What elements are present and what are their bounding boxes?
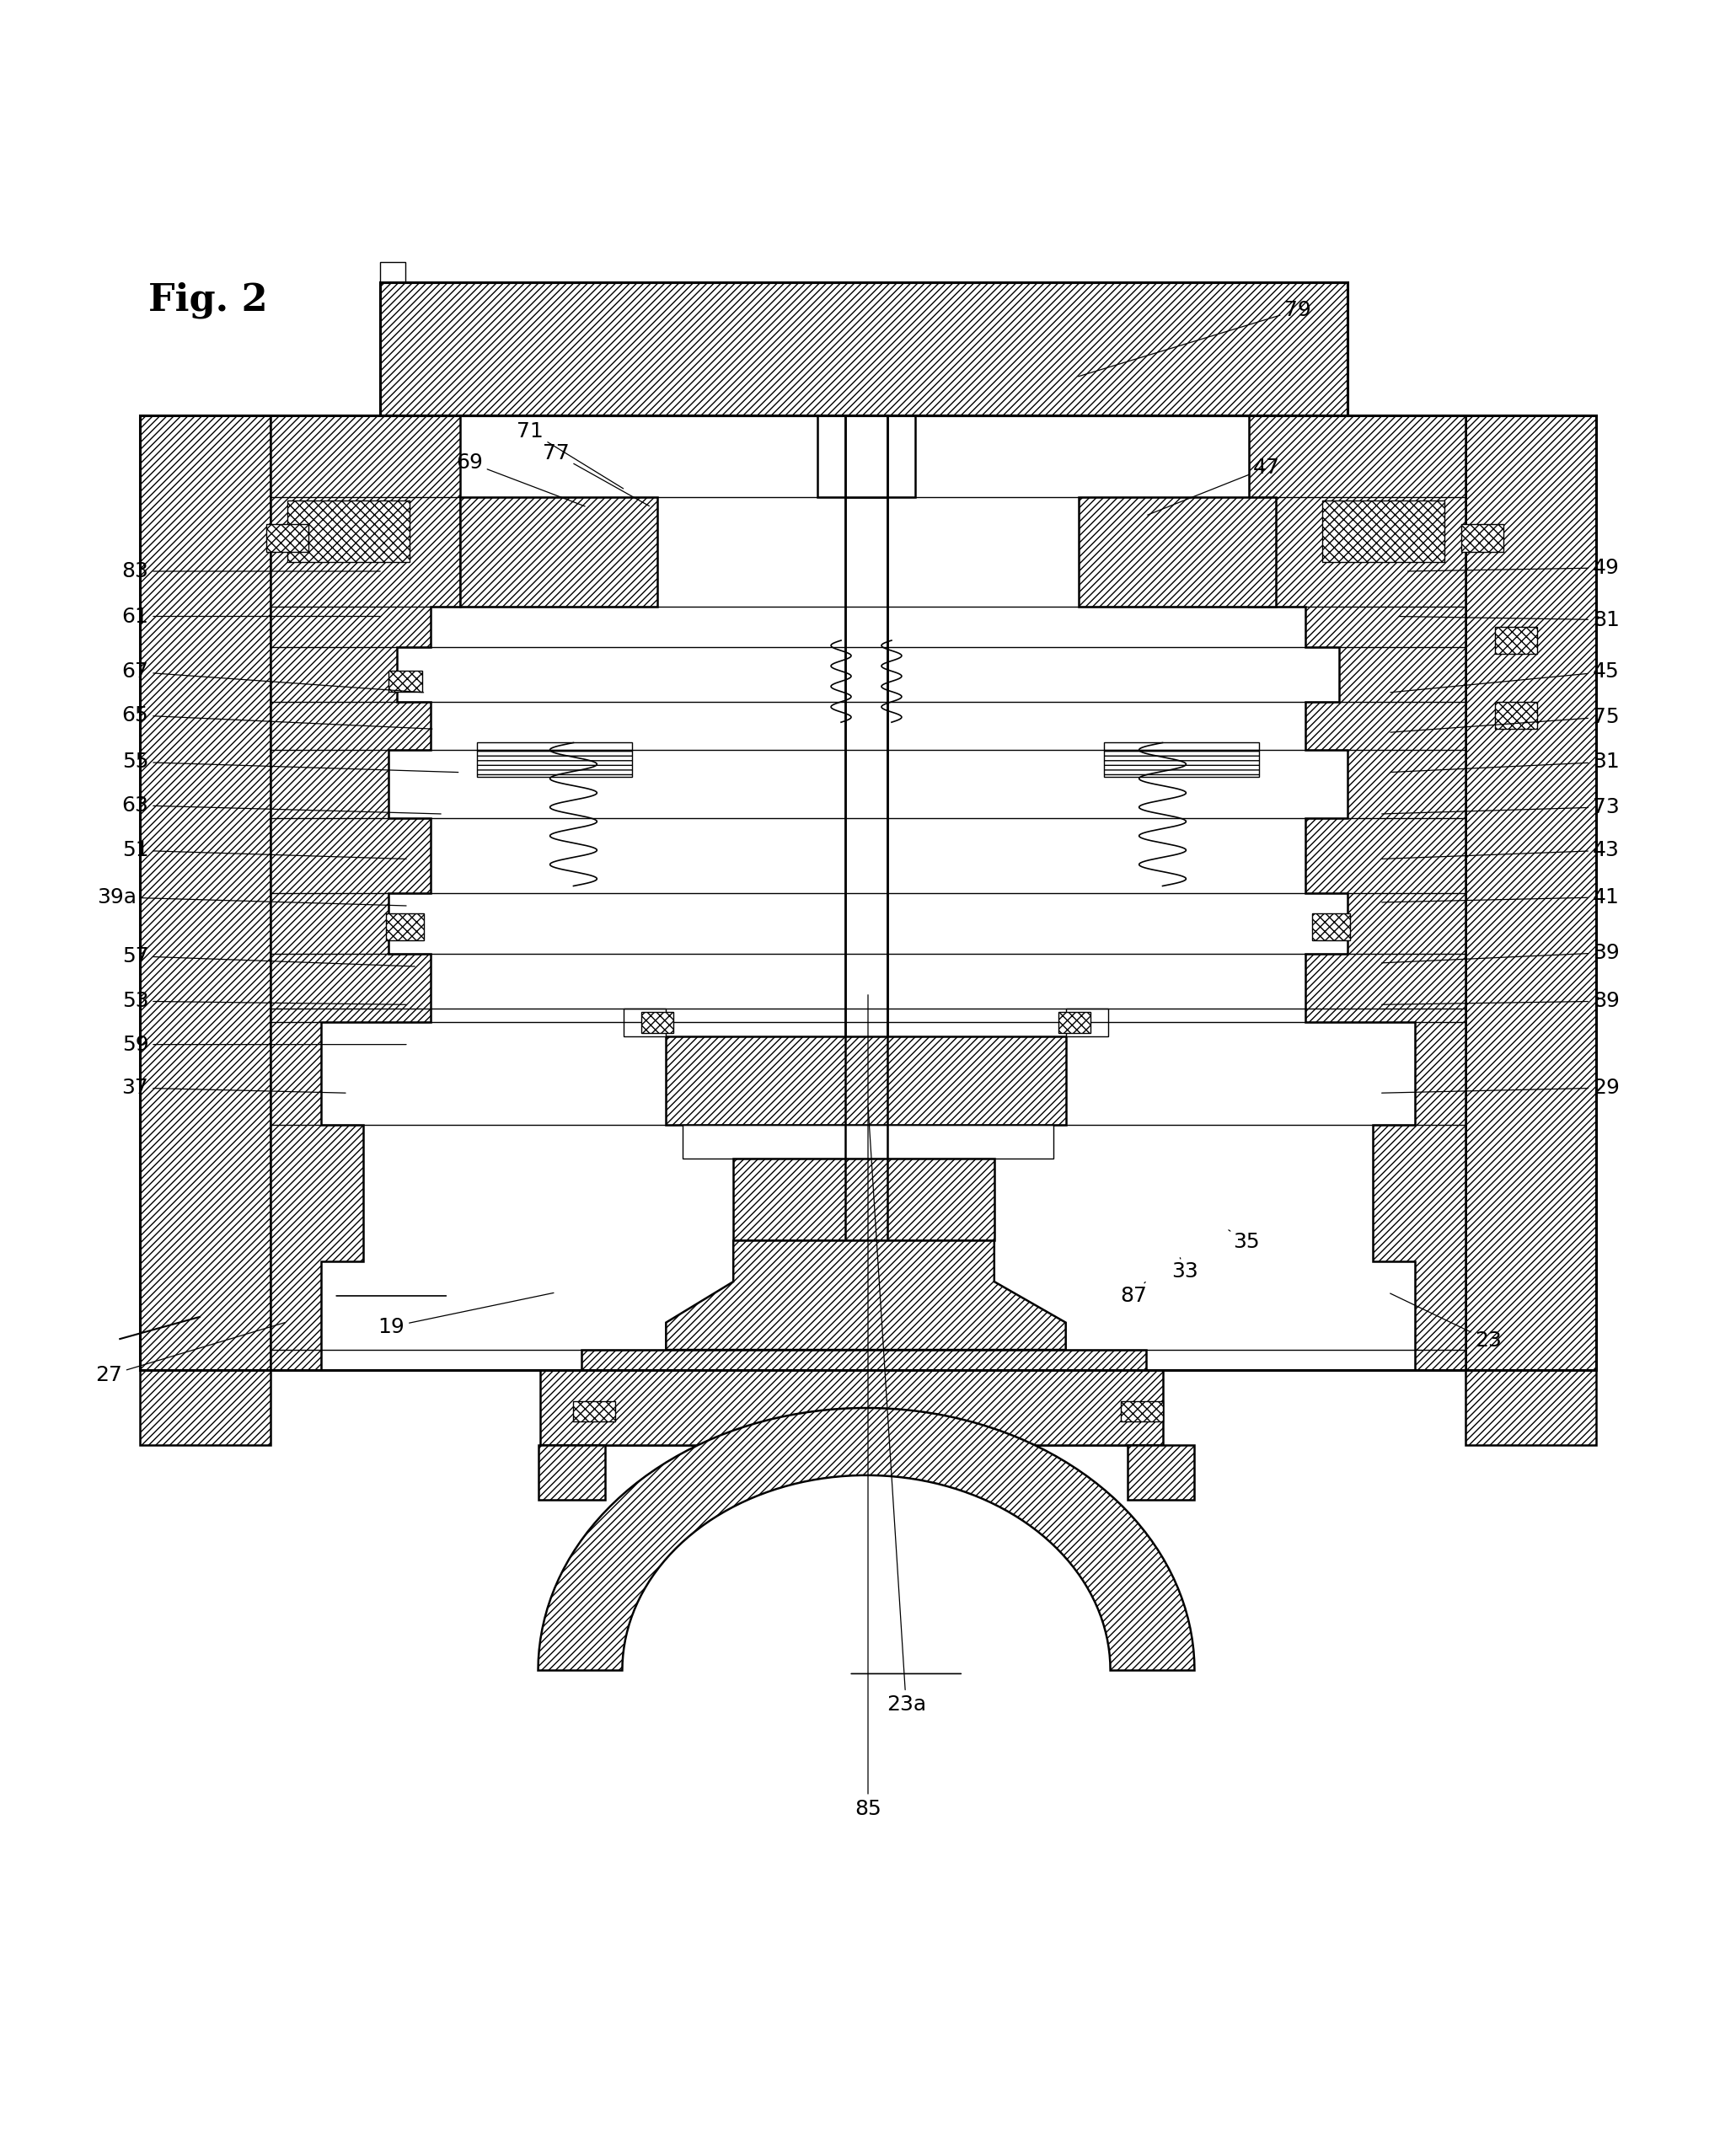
Bar: [1495, 702, 1536, 730]
Bar: [141, 1370, 271, 1445]
Text: 83: 83: [122, 561, 380, 582]
Text: 33: 33: [1172, 1257, 1198, 1282]
Text: 39: 39: [1382, 942, 1620, 963]
Bar: [380, 261, 404, 283]
Bar: [477, 743, 632, 749]
Text: Fig. 2: Fig. 2: [149, 283, 267, 319]
Bar: [1120, 1400, 1163, 1422]
Text: 85: 85: [854, 996, 882, 1818]
Bar: [288, 501, 410, 561]
Text: 73: 73: [1382, 796, 1620, 818]
Bar: [1127, 1445, 1194, 1501]
Bar: [682, 1124, 1054, 1158]
Text: 79: 79: [1078, 300, 1311, 377]
Bar: [1323, 501, 1444, 561]
Text: 87: 87: [1120, 1282, 1147, 1306]
Text: 43: 43: [1382, 839, 1620, 861]
Polygon shape: [1356, 415, 1465, 497]
Text: 49: 49: [1408, 557, 1620, 578]
Bar: [573, 1400, 616, 1422]
Text: 55: 55: [122, 751, 458, 773]
Bar: [1104, 749, 1259, 777]
Polygon shape: [1078, 497, 1276, 606]
Text: 45: 45: [1391, 662, 1620, 692]
Polygon shape: [380, 283, 1347, 415]
Bar: [266, 525, 309, 552]
Text: 89: 89: [1382, 991, 1620, 1011]
Text: 81: 81: [1399, 610, 1620, 629]
Text: 61: 61: [122, 606, 380, 627]
Text: 23: 23: [1391, 1293, 1502, 1351]
Bar: [477, 749, 632, 777]
Text: 63: 63: [122, 794, 441, 816]
Text: 19: 19: [378, 1293, 554, 1336]
Text: 35: 35: [1229, 1229, 1259, 1252]
Text: 67: 67: [122, 662, 424, 692]
Text: 65: 65: [122, 704, 432, 728]
Polygon shape: [460, 497, 658, 606]
Bar: [538, 1445, 606, 1501]
Bar: [1495, 627, 1536, 653]
Text: 69: 69: [457, 452, 585, 505]
Text: 47: 47: [1147, 458, 1279, 516]
Bar: [1066, 1008, 1108, 1036]
Bar: [1465, 1370, 1595, 1445]
Text: 37: 37: [122, 1077, 345, 1098]
Text: 77: 77: [543, 443, 649, 505]
Polygon shape: [1250, 415, 1465, 1370]
Bar: [1312, 914, 1351, 940]
Text: 23a: 23a: [868, 1107, 925, 1715]
Polygon shape: [271, 415, 460, 1370]
Text: 57: 57: [122, 946, 415, 966]
Text: 39a: 39a: [97, 886, 406, 908]
Polygon shape: [141, 415, 271, 1370]
Text: 29: 29: [1382, 1077, 1620, 1098]
Text: 71: 71: [517, 422, 623, 488]
Polygon shape: [271, 415, 363, 497]
Bar: [582, 1349, 1146, 1445]
Bar: [141, 415, 1595, 1370]
Polygon shape: [538, 1409, 1194, 1670]
Bar: [667, 1036, 1066, 1124]
Text: 27: 27: [95, 1323, 285, 1385]
Bar: [389, 670, 422, 692]
Text: 53: 53: [122, 991, 406, 1011]
Bar: [623, 1008, 667, 1036]
Bar: [1059, 1013, 1090, 1032]
Bar: [1104, 743, 1259, 749]
Bar: [818, 415, 915, 497]
Polygon shape: [1465, 415, 1595, 1370]
Bar: [1462, 525, 1503, 552]
Bar: [733, 1158, 995, 1240]
Text: 59: 59: [122, 1034, 406, 1056]
Text: 31: 31: [1391, 751, 1620, 773]
Bar: [380, 283, 1347, 415]
Bar: [385, 914, 424, 940]
Bar: [845, 415, 887, 1240]
Text: 75: 75: [1391, 707, 1620, 732]
Bar: [540, 1370, 1163, 1445]
Text: 41: 41: [1382, 886, 1620, 908]
Polygon shape: [667, 1240, 1066, 1349]
Bar: [642, 1013, 674, 1032]
Bar: [845, 415, 887, 497]
Text: 51: 51: [122, 839, 406, 861]
